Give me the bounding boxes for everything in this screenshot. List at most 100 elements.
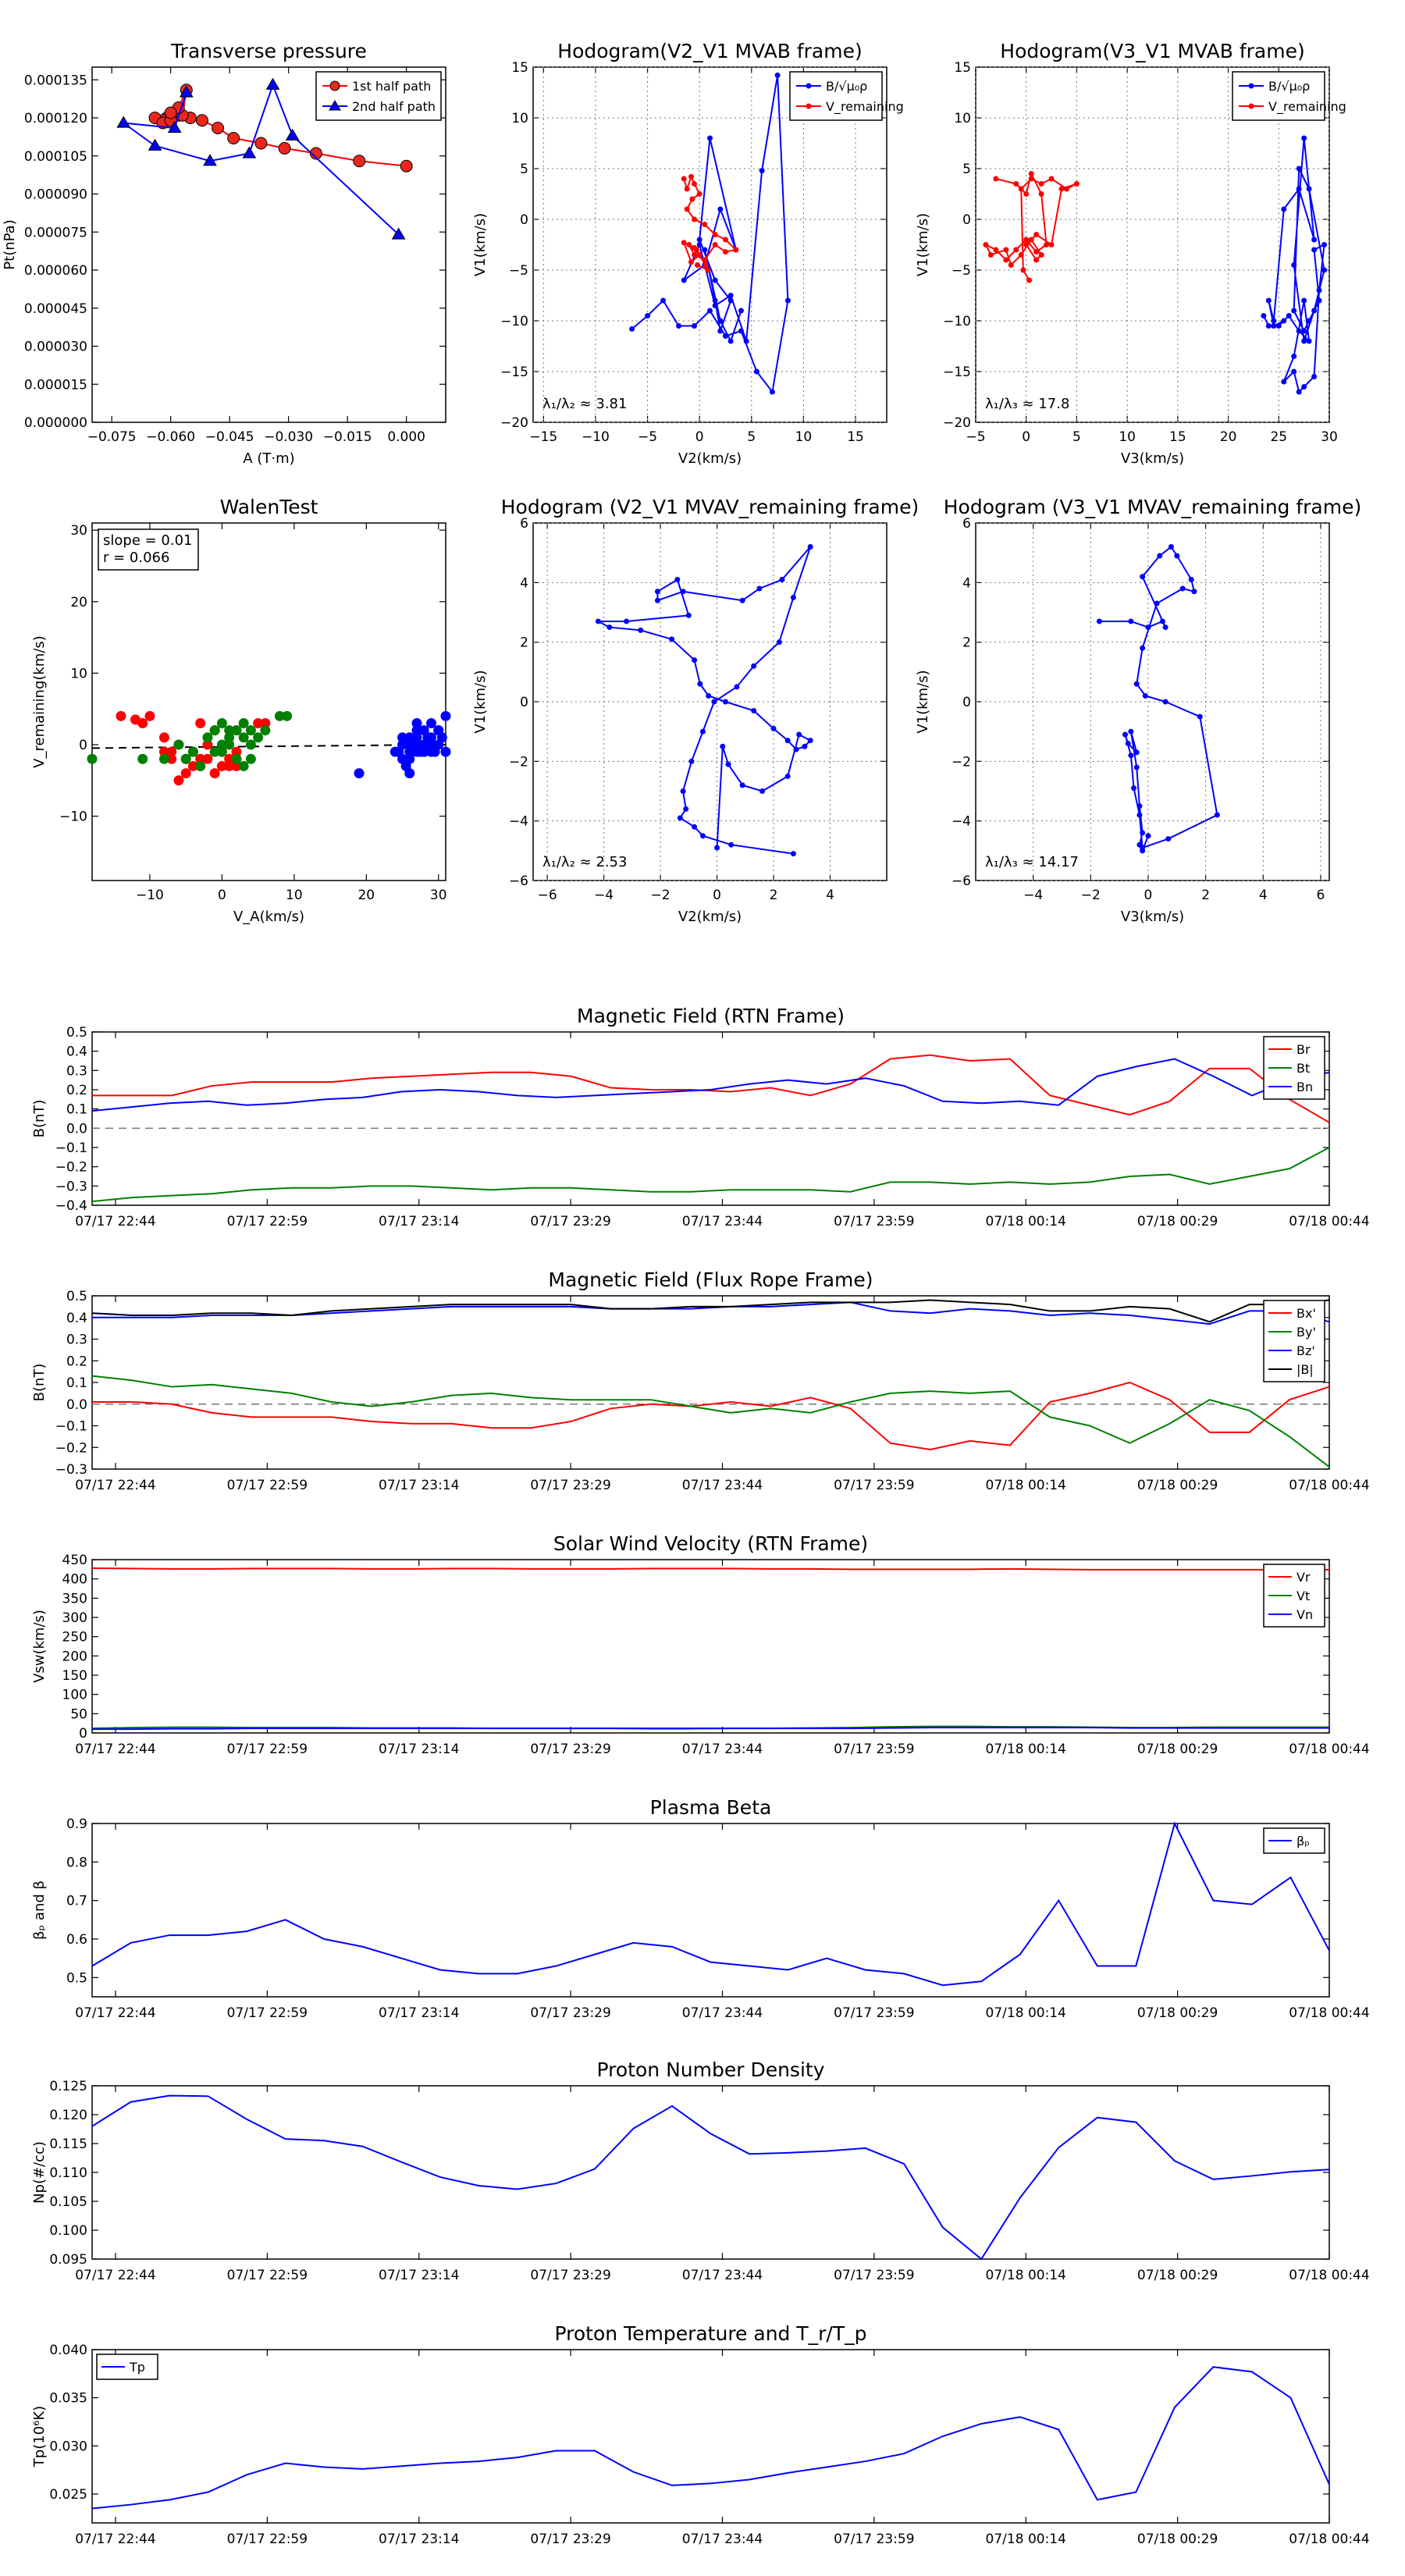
legend-label: B/√μ₀ρ <box>1268 79 1310 94</box>
data-point <box>692 323 698 329</box>
y-tick-label: −0.2 <box>55 1440 87 1456</box>
data-point <box>173 739 184 750</box>
data-point <box>688 259 695 265</box>
data-point <box>697 681 703 687</box>
y-tick-label: 0.0 <box>66 1397 87 1413</box>
data-point <box>1168 544 1174 550</box>
x-tick-label: −0.015 <box>323 429 372 445</box>
y-tick-label: 0.0 <box>66 1121 87 1137</box>
y-tick-label: 100 <box>62 1688 87 1703</box>
y-tick-label: 0 <box>962 695 971 710</box>
data-point <box>790 594 796 600</box>
data-point <box>743 338 749 344</box>
data-point <box>260 725 271 736</box>
y-tick-label: 15 <box>954 60 971 76</box>
y-tick-label: −4 <box>509 814 528 830</box>
x-tick-label: −2 <box>1081 888 1101 903</box>
data-point <box>1301 384 1307 390</box>
legend-label: Br <box>1297 1042 1311 1057</box>
y-tick-label: −0.3 <box>55 1179 87 1194</box>
data-point <box>722 333 728 339</box>
data-point <box>1306 186 1312 192</box>
legend-marker <box>329 100 341 111</box>
x-tick-label: 07/17 22:59 <box>227 2268 308 2283</box>
x-tick-label: −6 <box>538 888 557 903</box>
y-tick-label: 0.000090 <box>24 187 87 203</box>
series-1 <box>87 710 293 771</box>
y-tick-label: 0.125 <box>49 2079 87 2094</box>
data-point <box>404 753 415 764</box>
data-point <box>1140 848 1146 854</box>
x-tick-label: −5 <box>638 429 657 445</box>
legend-label: Vr <box>1297 1570 1311 1585</box>
data-point <box>790 851 796 857</box>
x-tick-label: −0.075 <box>87 429 137 445</box>
data-point <box>1281 379 1287 385</box>
series-line-1 <box>91 1375 1330 1468</box>
x-tick-label: 07/17 22:44 <box>75 1742 155 1757</box>
data-point <box>1301 338 1307 344</box>
data-point <box>1033 232 1040 237</box>
data-point <box>1125 740 1131 746</box>
data-point <box>144 710 155 721</box>
chart-title: Solar Wind Velocity (RTN Frame) <box>553 1532 868 1555</box>
y-axis-label: V1(km/s) <box>472 213 489 276</box>
x-tick-label: 07/17 23:29 <box>530 1478 610 1493</box>
fit-line <box>91 743 446 749</box>
x-tick-label: 07/17 23:29 <box>530 1742 610 1757</box>
data-point <box>1311 237 1318 243</box>
series-line-0 <box>91 2366 1330 2510</box>
chart-title: Transverse pressure <box>170 40 367 62</box>
data-point <box>1214 812 1220 818</box>
x-tick-label: 20 <box>1220 429 1237 445</box>
data-point <box>203 154 217 166</box>
data-point <box>727 297 734 304</box>
data-point <box>692 181 698 187</box>
data-point <box>712 303 718 308</box>
data-point <box>1291 354 1297 359</box>
chart-title: Hodogram(V2_V1 MVAB frame) <box>557 40 862 62</box>
x-tick-label: −15 <box>529 429 557 445</box>
y-tick-label: 150 <box>62 1668 87 1684</box>
data-point <box>227 132 240 144</box>
x-tick-label: 07/17 23:59 <box>834 2005 914 2021</box>
data-point <box>714 845 720 851</box>
data-point <box>751 663 757 669</box>
data-point <box>638 627 644 633</box>
legend-label: |B| <box>1297 1362 1314 1377</box>
data-point <box>1301 135 1307 141</box>
data-point <box>216 746 227 757</box>
data-point <box>411 746 422 757</box>
x-tick-label: 07/17 22:44 <box>75 2268 155 2283</box>
x-tick-label: 07/18 00:14 <box>986 2532 1066 2547</box>
data-point <box>1122 731 1129 738</box>
y-tick-label: 200 <box>62 1649 87 1664</box>
series-2 <box>354 710 451 779</box>
x-tick-label: 07/17 23:59 <box>834 2532 914 2547</box>
data-point <box>116 710 126 721</box>
y-tick-label: 0.1 <box>66 1375 87 1391</box>
data-point <box>180 753 191 764</box>
data-point <box>1023 237 1030 243</box>
data-point <box>353 155 366 168</box>
y-tick-label: 0.035 <box>49 2391 87 2407</box>
x-tick-label: 07/18 00:44 <box>1289 1214 1369 1229</box>
x-tick-label: 4 <box>1259 888 1268 903</box>
x-tick-label: 07/18 00:44 <box>1289 2005 1369 2021</box>
chart-beta: Plasma Beta 0.5 0.6 0.7 0.8 0.9 βₚ and β 07/17 … <box>31 1796 1370 2021</box>
chart-title: Magnetic Field (Flux Rope Frame) <box>548 1268 873 1291</box>
data-point <box>1188 577 1194 583</box>
data-point <box>606 624 613 631</box>
x-tick-label: −4 <box>594 888 614 903</box>
series-line-2 <box>92 1727 1329 1731</box>
series-line-0 <box>91 1567 1329 1571</box>
y-axis-label: V1(km/s) <box>472 670 489 733</box>
data-point <box>224 739 235 750</box>
y-axis-label: Pt(nPa) <box>2 219 18 269</box>
data-point <box>1291 368 1297 375</box>
data-point <box>1136 812 1143 818</box>
data-point <box>231 753 242 764</box>
series-line-0 <box>92 1054 1330 1123</box>
x-tick-label: 07/17 23:14 <box>379 2005 459 2021</box>
